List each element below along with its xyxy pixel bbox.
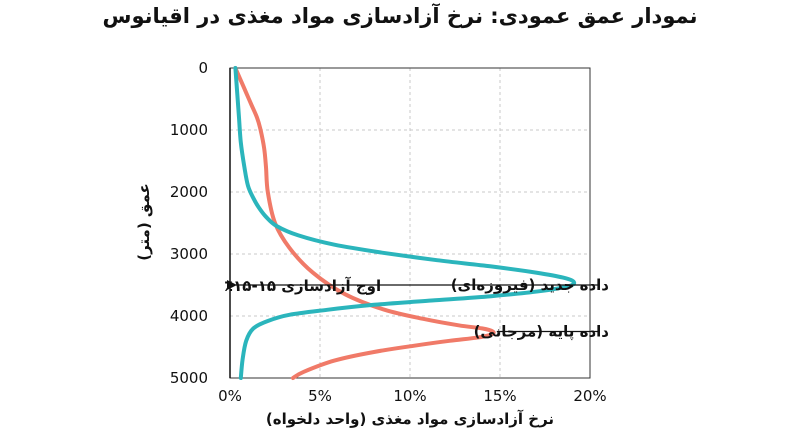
y-tick-label: 0 (198, 59, 208, 77)
x-axis-label: نرخ آزادسازی مواد مغذی (واحد دلخواه) (266, 410, 554, 428)
peak-label: اوج آزادسازی ۱۵-۱۵٪ (224, 277, 381, 295)
y-tick-label: 4000 (170, 307, 208, 325)
x-tick-label: 0% (218, 387, 242, 405)
series-line-base (233, 66, 496, 380)
new-data-label: داده جدید (فیروزه‌ای) (451, 276, 610, 294)
y-tick-label: 2000 (170, 183, 208, 201)
grid-layer (229, 67, 591, 379)
series-layer (233, 66, 577, 380)
x-tick-label: 10% (393, 387, 426, 405)
annotation-layer: اوج آزادسازی ۱۵-۱۵٪ داده جدید (فیروزه‌ای)… (224, 276, 609, 342)
y-tick-label: 1000 (170, 121, 208, 139)
base-data-label: داده پایه (مرجانی) (474, 323, 610, 342)
x-tick-label: 15% (483, 387, 516, 405)
y-axis-label: عمق (متر) (135, 183, 153, 261)
series-line-new (233, 66, 577, 380)
y-tick-label: 5000 (170, 369, 208, 387)
chart-title: نمودار عمق عمودی: نرخ آزادسازی مواد مغذی… (102, 4, 698, 28)
tick-layer: 0% 5% 10% 15% 20% 0 1000 2000 3000 4000 5000 (170, 59, 607, 405)
x-tick-label: 5% (308, 387, 332, 405)
x-tick-label: 20% (573, 387, 606, 405)
y-tick-label: 3000 (170, 245, 208, 263)
